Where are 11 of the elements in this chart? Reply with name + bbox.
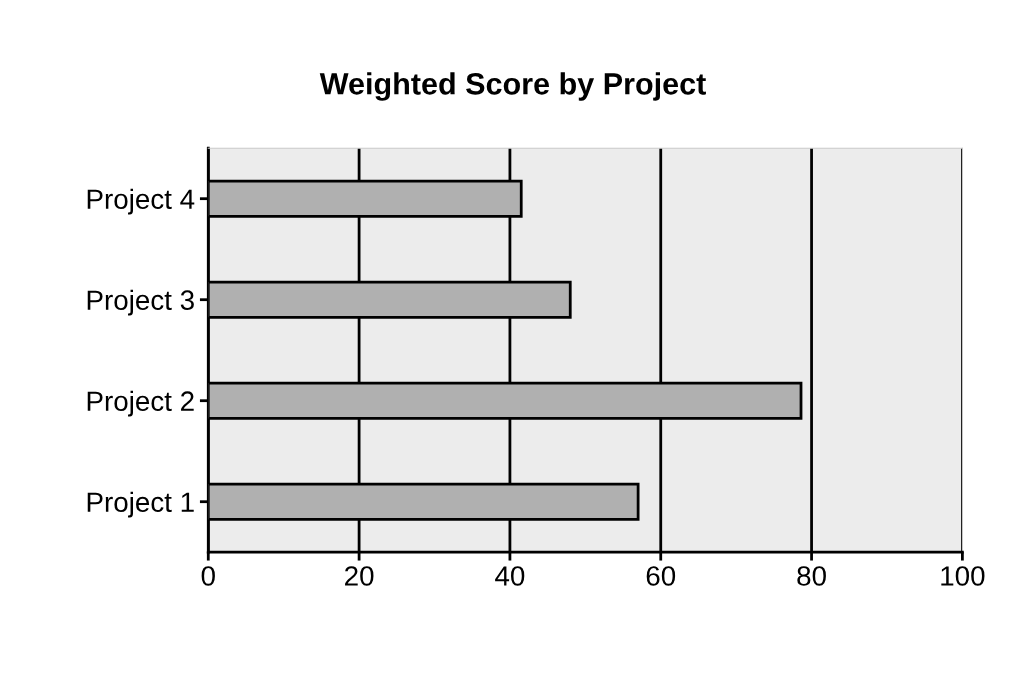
y-tick-label: Project 4 bbox=[87, 188, 195, 215]
y-tick-label: Project 2 bbox=[87, 390, 194, 417]
x-tick-label: 40 bbox=[495, 566, 525, 586]
x-tick-label: 80 bbox=[797, 566, 826, 586]
x-tick-label: 100 bbox=[941, 566, 985, 586]
x-tick-label: 0 bbox=[201, 566, 215, 586]
x-tick-label: 60 bbox=[646, 566, 676, 586]
y-tick-label: Project 3 bbox=[87, 289, 194, 316]
x-tick-label: 20 bbox=[345, 566, 374, 586]
chart-title: Weighted Score by Project bbox=[319, 72, 706, 101]
y-tick-label: Project 1 bbox=[87, 491, 194, 518]
